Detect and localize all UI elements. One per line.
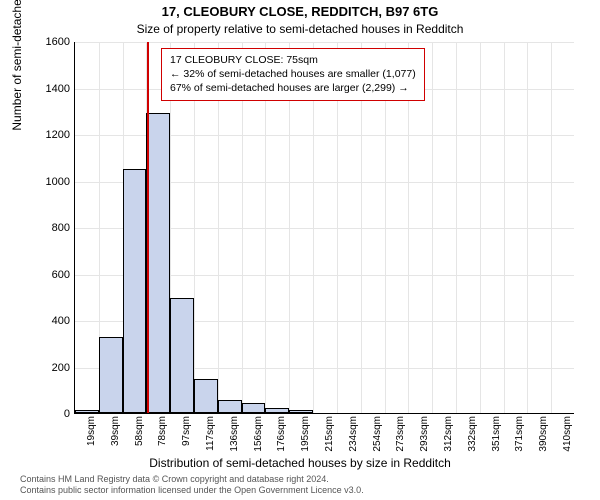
y-tick-label: 800 [30,222,70,234]
histogram-bar [75,410,99,413]
x-tick-label: 410sqm [562,416,573,456]
x-tick-label: 97sqm [181,416,192,456]
chart-title-main: 17, CLEOBURY CLOSE, REDDITCH, B97 6TG [0,4,600,19]
x-tick-label: 136sqm [229,416,240,456]
plot-area: 17 CLEOBURY CLOSE: 75sqm← 32% of semi-de… [74,42,574,414]
x-tick-label: 117sqm [205,416,216,456]
y-axis-label: Number of semi-detached properties [10,0,24,131]
y-tick-label: 400 [30,315,70,327]
x-tick-label: 390sqm [538,416,549,456]
y-tick-label: 200 [30,362,70,374]
annotation-line: ← 32% of semi-detached houses are smalle… [170,67,416,81]
x-tick-label: 351sqm [491,416,502,456]
histogram-bar [194,379,218,413]
gridline-v [456,42,457,413]
x-tick-label: 78sqm [157,416,168,456]
histogram-bar [289,410,313,413]
x-tick-label: 19sqm [86,416,97,456]
marker-line [147,42,149,413]
y-tick-label: 1600 [30,36,70,48]
x-tick-label: 254sqm [372,416,383,456]
x-tick-label: 156sqm [253,416,264,456]
x-tick-label: 273sqm [395,416,406,456]
chart-title-sub: Size of property relative to semi-detach… [0,22,600,36]
x-tick-label: 58sqm [134,416,145,456]
y-tick-label: 1400 [30,83,70,95]
x-tick-label: 371sqm [514,416,525,456]
histogram-bar [218,400,242,413]
y-tick-label: 0 [30,408,70,420]
gridline-v [527,42,528,413]
gridline-h [75,42,574,43]
histogram-bar [123,169,147,413]
x-tick-label: 293sqm [419,416,430,456]
gridline-v [480,42,481,413]
x-tick-label: 332sqm [467,416,478,456]
x-tick-label: 215sqm [324,416,335,456]
x-tick-label: 176sqm [276,416,287,456]
gridline-v [504,42,505,413]
y-tick-label: 600 [30,269,70,281]
attribution-text: Contains HM Land Registry data © Crown c… [20,474,364,497]
attribution-line1: Contains HM Land Registry data © Crown c… [20,474,329,484]
x-axis-label: Distribution of semi-detached houses by … [0,456,600,470]
histogram-bar [99,337,123,413]
x-tick-label: 312sqm [443,416,454,456]
x-tick-label: 39sqm [110,416,121,456]
chart-container: 17, CLEOBURY CLOSE, REDDITCH, B97 6TG Si… [0,0,600,500]
x-tick-label: 195sqm [300,416,311,456]
histogram-bar [146,113,170,413]
gridline-v [551,42,552,413]
attribution-line2: Contains public sector information licen… [20,485,364,495]
x-tick-label: 234sqm [348,416,359,456]
histogram-bar [265,408,289,413]
y-tick-label: 1200 [30,129,70,141]
histogram-bar [170,298,194,413]
annotation-line: 17 CLEOBURY CLOSE: 75sqm [170,53,416,67]
y-tick-label: 1000 [30,176,70,188]
gridline-v [432,42,433,413]
histogram-bar [242,403,266,413]
annotation-line: 67% of semi-detached houses are larger (… [170,81,416,95]
annotation-box: 17 CLEOBURY CLOSE: 75sqm← 32% of semi-de… [161,48,425,101]
